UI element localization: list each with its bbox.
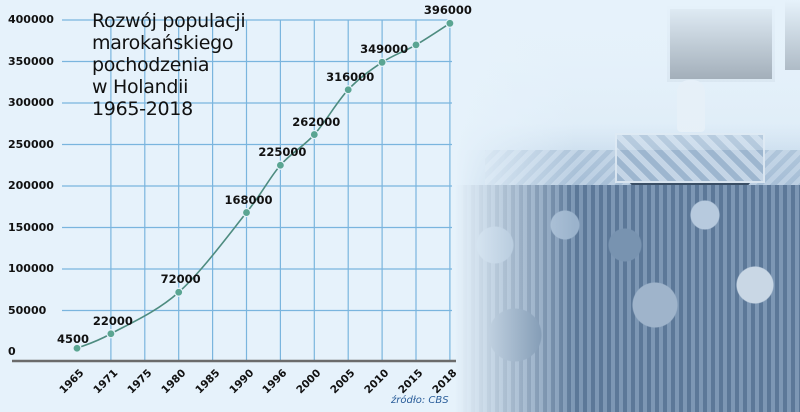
y-tick-label: 350000 (8, 54, 54, 68)
data-label: 22000 (92, 313, 133, 328)
series-line (76, 22, 451, 350)
y-tick-label: 300000 (8, 96, 54, 109)
data-point-marker (445, 18, 455, 28)
mosque-photo (455, 0, 800, 412)
data-point-marker (174, 287, 184, 297)
data-label: 168000 (224, 192, 273, 207)
y-tick-label: 50000 (8, 303, 47, 317)
data-label: 396000 (423, 3, 472, 18)
photo-left-fade (455, 0, 575, 412)
plot-area (12, 18, 456, 363)
data-label: 225000 (258, 145, 307, 160)
y-tick-label: 100000 (8, 262, 54, 275)
data-point-marker (343, 85, 353, 95)
data-point-marker (309, 129, 319, 140)
data-point-marker (106, 329, 116, 339)
y-tick-label: 150000 (8, 220, 54, 234)
data-label: 72000 (160, 272, 201, 287)
y-tick-label: 200000 (8, 179, 54, 192)
source-note: źródło: CBS (391, 395, 449, 406)
data-point-marker (377, 57, 387, 67)
y-tick-label: 0 (8, 345, 16, 358)
data-point-marker (411, 40, 421, 50)
chart-title: Rozwój populacji marokańskiego pochodzen… (92, 10, 246, 120)
data-label: 316000 (326, 69, 375, 84)
data-point-marker (241, 207, 252, 218)
y-tick-label: 400000 (8, 13, 54, 26)
data-point-marker (72, 343, 82, 353)
y-tick-label: 250000 (8, 137, 54, 151)
data-label: 349000 (360, 42, 409, 57)
population-chart: 0 50000 100000 150000 200000 250000 300000 3500… (8, 3, 472, 406)
data-point-marker (275, 160, 285, 170)
data-label: 262000 (292, 114, 341, 129)
data-label: 4500 (56, 332, 90, 347)
